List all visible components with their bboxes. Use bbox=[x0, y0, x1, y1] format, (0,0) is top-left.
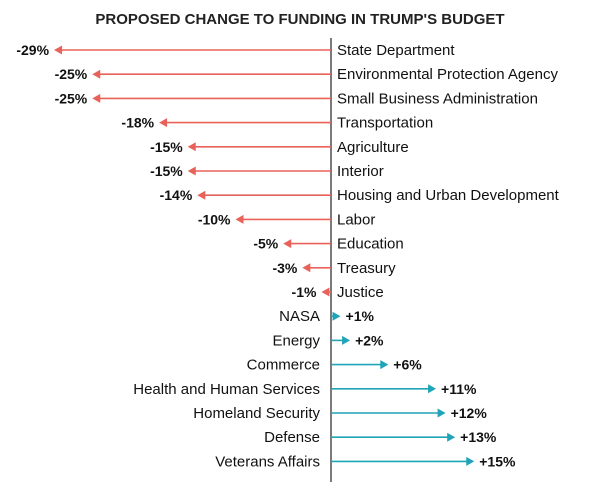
category-label: Justice bbox=[337, 284, 384, 301]
bar-row: Transportation -18% bbox=[121, 115, 433, 132]
value-label: +13% bbox=[460, 429, 497, 445]
value-label: -25% bbox=[55, 90, 88, 106]
value-label: -15% bbox=[150, 139, 183, 155]
category-label: Education bbox=[337, 236, 404, 253]
bar-arrowhead bbox=[380, 360, 389, 370]
value-label: -18% bbox=[121, 115, 154, 131]
bar-row: Justice -1% bbox=[292, 284, 384, 301]
category-label: Environmental Protection Agency bbox=[337, 66, 558, 83]
category-label: Treasury bbox=[337, 260, 396, 277]
value-label: +12% bbox=[451, 405, 488, 421]
category-label: State Department bbox=[337, 42, 455, 59]
category-label: Homeland Security bbox=[193, 405, 320, 422]
category-label: Interior bbox=[337, 163, 384, 180]
bar-row: Veterans Affairs +15% bbox=[215, 453, 516, 470]
value-label: -25% bbox=[55, 66, 88, 82]
bar-arrowhead bbox=[321, 287, 330, 297]
category-label: Health and Human Services bbox=[133, 381, 320, 398]
bar-arrowhead bbox=[92, 93, 101, 103]
bar-arrowhead bbox=[332, 311, 341, 321]
value-label: +1% bbox=[346, 308, 375, 324]
bar-row: Housing and Urban Development -14% bbox=[160, 187, 560, 204]
bar-arrowhead bbox=[437, 408, 446, 418]
value-label: -3% bbox=[272, 260, 297, 276]
bar-row: Small Business Administration -25% bbox=[55, 90, 538, 107]
value-label: -15% bbox=[150, 163, 183, 179]
bar-row: Interior -15% bbox=[150, 163, 384, 180]
value-label: +15% bbox=[479, 453, 516, 469]
category-label: Energy bbox=[272, 332, 320, 349]
bar-arrowhead bbox=[197, 190, 206, 200]
bar-row: Homeland Security +12% bbox=[193, 405, 487, 422]
bar-arrowhead bbox=[235, 214, 244, 224]
value-label: -10% bbox=[198, 211, 231, 227]
bar-arrowhead bbox=[447, 432, 456, 442]
category-label: Housing and Urban Development bbox=[337, 187, 560, 204]
value-label: +2% bbox=[355, 332, 384, 348]
value-label: -1% bbox=[292, 284, 317, 300]
bar-arrowhead bbox=[342, 335, 351, 345]
bar-row: State Department -29% bbox=[16, 42, 455, 59]
category-label: Commerce bbox=[247, 357, 320, 374]
bar-row: Defense +13% bbox=[264, 429, 497, 446]
bar-arrowhead bbox=[428, 384, 437, 394]
bar-arrowhead bbox=[283, 239, 292, 249]
value-label: -29% bbox=[16, 42, 49, 58]
bar-row: Energy +2% bbox=[272, 332, 384, 349]
bar-row: Agriculture -15% bbox=[150, 139, 409, 156]
category-label: Agriculture bbox=[337, 139, 409, 156]
bar-arrowhead bbox=[92, 69, 101, 79]
bar-arrowhead bbox=[187, 142, 196, 152]
bar-row: NASA +1% bbox=[279, 308, 374, 325]
bar-row: Treasury -3% bbox=[272, 260, 396, 277]
bar-arrowhead bbox=[187, 166, 196, 176]
category-label: Labor bbox=[337, 211, 375, 228]
bar-row: Environmental Protection Agency -25% bbox=[55, 66, 559, 83]
bar-arrowhead bbox=[54, 45, 63, 55]
bar-row: Labor -10% bbox=[198, 211, 376, 228]
value-label: +11% bbox=[441, 381, 477, 397]
bar-arrowhead bbox=[466, 456, 475, 466]
category-label: Transportation bbox=[337, 115, 433, 132]
bar-row: Health and Human Services +11% bbox=[133, 381, 477, 398]
bar-arrowhead bbox=[302, 263, 311, 273]
bar-arrowhead bbox=[159, 118, 168, 128]
value-label: +6% bbox=[393, 357, 422, 373]
bar-row: Commerce +6% bbox=[247, 357, 423, 374]
category-label: Small Business Administration bbox=[337, 90, 538, 107]
category-label: NASA bbox=[279, 308, 320, 325]
category-label: Defense bbox=[264, 429, 320, 446]
value-label: -14% bbox=[160, 187, 193, 203]
category-label: Veterans Affairs bbox=[215, 453, 320, 470]
bar-row: Education -5% bbox=[253, 236, 403, 253]
chart-title: PROPOSED CHANGE TO FUNDING IN TRUMP'S BU… bbox=[95, 11, 504, 28]
value-label: -5% bbox=[253, 236, 278, 252]
